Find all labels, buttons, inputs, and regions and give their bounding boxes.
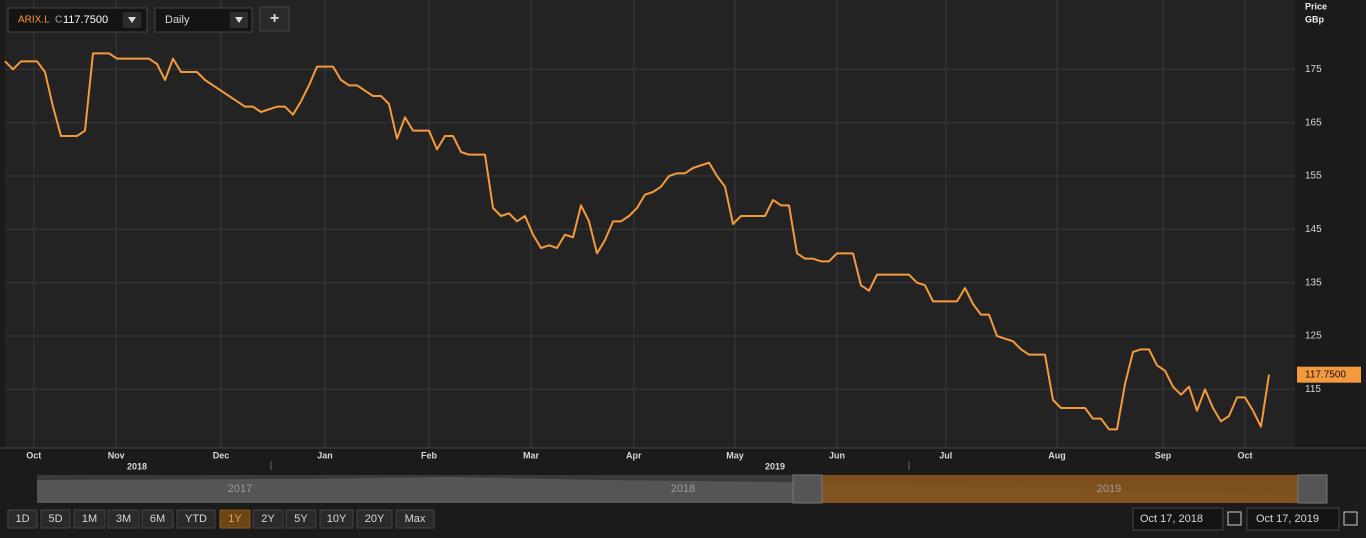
symbol: ARIX.L	[18, 15, 50, 26]
price-line	[4, 52, 1270, 431]
range-button-label: 3M	[116, 513, 131, 525]
calendar-icon[interactable]	[1343, 511, 1358, 526]
range-button[interactable]	[40, 509, 71, 529]
range-button-label: 5Y	[294, 513, 308, 525]
grid	[5, 0, 1295, 448]
navigator-label: 2019	[1097, 483, 1121, 495]
navigator-label: 2018	[671, 483, 695, 495]
range-button-label: 2Y	[261, 513, 275, 525]
range-button-label: 20Y	[365, 513, 385, 525]
x-tick-label: Jul	[939, 450, 952, 460]
navigator-handle[interactable]	[1297, 474, 1328, 504]
range-button[interactable]	[7, 509, 38, 529]
x-tick-label: Aug	[1048, 450, 1066, 460]
range-button[interactable]	[285, 509, 317, 529]
range-button[interactable]	[141, 509, 174, 529]
calendar-icon[interactable]	[1227, 511, 1242, 526]
year-label: 2018	[127, 461, 147, 471]
x-tick-label: Oct	[26, 450, 41, 460]
range-button[interactable]	[356, 509, 393, 529]
x-tick-label: Nov	[108, 450, 125, 460]
add-label: +	[270, 10, 279, 27]
x-tick-label: Sep	[1155, 450, 1172, 460]
dropdown-icon	[128, 17, 136, 23]
range-button[interactable]	[219, 509, 251, 529]
navigator-selection[interactable]	[822, 475, 1298, 503]
add-button[interactable]	[259, 6, 290, 32]
date-from-box[interactable]	[1132, 507, 1224, 531]
price-prefix: C	[55, 15, 62, 26]
range-button-label: 6M	[150, 513, 165, 525]
range-button-label: YTD	[185, 513, 207, 525]
range-button[interactable]	[252, 509, 284, 529]
navigator-handle[interactable]	[792, 474, 823, 504]
interval: Daily	[165, 14, 190, 26]
dropdown-icon	[235, 17, 243, 23]
x-tick-label: Apr	[626, 450, 642, 460]
range-button[interactable]	[319, 509, 354, 529]
range-button-label: 1Y	[228, 513, 242, 525]
range-button[interactable]	[73, 509, 106, 529]
range-button[interactable]	[107, 509, 140, 529]
x-tick-label: Jun	[829, 450, 845, 460]
x-tick-label: Mar	[523, 450, 540, 460]
range-button-label: 1M	[82, 513, 97, 525]
y-tick-label: 165	[1305, 117, 1322, 128]
date-from: Oct 17, 2018	[1140, 513, 1203, 525]
price: 117.7500	[63, 14, 108, 26]
x-tick-label: Feb	[421, 450, 438, 460]
y-tick-label: 115	[1305, 384, 1321, 395]
x-tick-label: Dec	[213, 450, 230, 460]
last-value-box	[1297, 366, 1361, 383]
plot-area	[5, 0, 1295, 448]
y-tick-label: 175	[1305, 64, 1322, 75]
range-button-label: 5D	[48, 513, 62, 525]
y-axis-title: Price	[1305, 1, 1327, 11]
range-buttons: 1D 5D 1M 3M 6M YTD 1Y 2Y 5Y 10Y 20Y Max	[7, 509, 435, 529]
range-button-label: Max	[405, 513, 426, 525]
x-tick-label: May	[726, 450, 744, 460]
range-button-label: 1D	[15, 513, 29, 525]
x-tick-label: Oct	[1237, 450, 1252, 460]
y-tick-label: 145	[1305, 224, 1322, 235]
range-button[interactable]	[176, 509, 216, 529]
x-tick-label: Jan	[317, 450, 333, 460]
y-tick-label: 135	[1305, 277, 1322, 288]
navigator-labels: 2017 2018 2019	[228, 483, 1121, 495]
year-label: 2019	[765, 461, 785, 471]
range-button-label: 10Y	[327, 513, 347, 525]
y-tick-label: 125	[1305, 331, 1322, 342]
navigator-label: 2017	[228, 483, 252, 495]
range-button[interactable]	[395, 509, 435, 529]
last-value-label: 117.7500	[1305, 369, 1346, 380]
date-to-box[interactable]	[1246, 507, 1340, 531]
date-to: Oct 17, 2019	[1256, 513, 1319, 525]
y-tick-label: 155	[1305, 171, 1322, 182]
y-axis-unit: GBp	[1305, 14, 1325, 24]
